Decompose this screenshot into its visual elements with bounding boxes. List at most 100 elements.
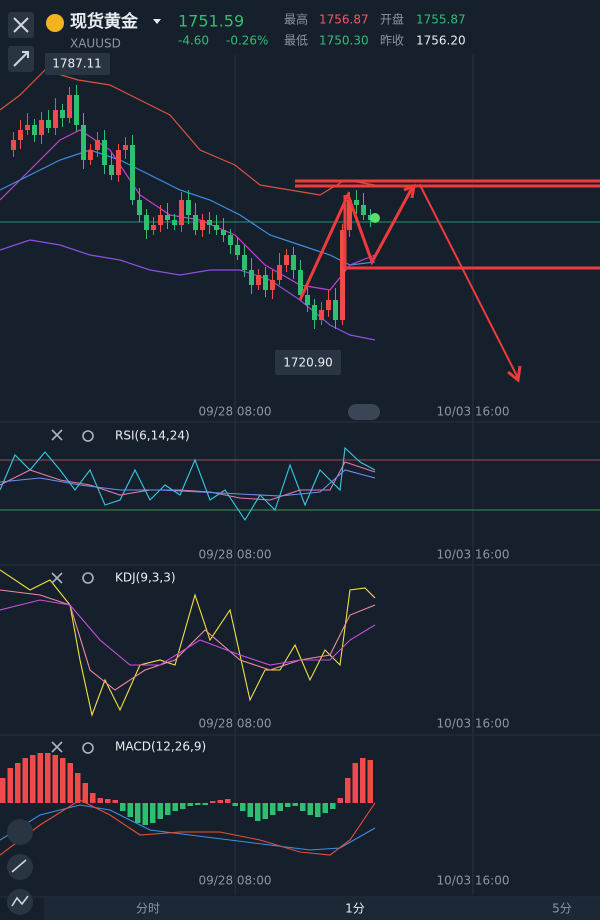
macd-bar [180,803,186,809]
x-label: 09/28 08:00 [199,874,272,888]
change: -4.60 [178,34,209,48]
candle-body [312,305,317,320]
instrument-name[interactable]: 现货黄金 [70,11,139,32]
tool-button[interactable] [7,819,33,845]
macd-bar [105,799,111,803]
macd-bar [195,803,201,805]
candle-body [116,150,121,175]
tool-icons [11,859,29,907]
tab-bar [44,898,600,920]
change-pct: -0.26% [226,34,268,48]
tool-button[interactable] [7,854,33,880]
candle-body [95,140,100,150]
macd-bar [75,773,81,803]
candle-body [228,235,233,245]
candle-body [123,145,128,150]
macd-bar [277,803,283,811]
macd-bar [337,798,343,803]
candle-body [32,125,37,135]
candle-body [11,140,16,150]
x-label: 09/28 08:00 [199,405,272,419]
candle-body [207,220,212,225]
candle-body [137,200,142,215]
candle-body [144,215,149,230]
stat-value: 1755.87 [416,13,466,27]
macd-bar [90,793,96,803]
price: 1751.59 [178,12,244,31]
candle-body [333,300,338,320]
candle-body [165,215,170,220]
indicator-name: MACD(12,26,9) [115,740,206,754]
bands [0,69,376,341]
collapse-icon [13,51,29,67]
candle-body [60,110,65,118]
macd-bar [172,803,178,811]
macd-bar [270,803,276,815]
candle-body [235,245,240,255]
gold-icon [46,14,64,32]
macd-bar [157,803,163,819]
annotations [295,179,600,383]
macd-bar [37,753,43,803]
macd-bar [187,803,193,806]
macd-bar [247,803,253,817]
macd-bar [315,803,321,817]
high-label-box [45,53,110,75]
macd-bar [30,755,36,803]
macd-bar [150,803,156,823]
stat-value: 1756.20 [416,34,466,48]
grid [0,55,600,898]
macd-bar [352,763,358,803]
macd-bar [330,803,336,809]
macd-bar [52,755,58,803]
tab[interactable]: 分时 [136,902,160,916]
x-label: 10/03 16:00 [437,548,510,562]
panel-icons[interactable] [51,429,94,754]
candle-body [249,270,254,285]
macd-bar [60,758,66,803]
candle-body [25,125,30,130]
macd-bar [127,803,133,817]
candle-body [200,220,205,230]
candle-body [151,225,156,230]
macd-bar [240,803,246,811]
macd-lines [0,799,376,856]
candle-body [158,215,163,225]
high-label: 1787.11 [52,57,102,71]
scroll-handle[interactable] [348,404,380,420]
candles [11,85,373,329]
low-label: 1720.90 [283,356,333,370]
low-label-box [275,350,341,375]
macd-bar [135,803,141,823]
candle-body [18,130,23,140]
candle-body [242,255,247,270]
kdj-lines [0,569,376,717]
candle-body [88,150,93,160]
stat-label: 昨收 [380,34,404,48]
candle-body [270,280,275,290]
tab[interactable]: 1分 [345,902,365,916]
stat-label: 最低 [284,34,308,48]
candle-body [53,110,58,128]
candle-body [214,225,219,230]
macd-bar [225,799,231,803]
candle-body [298,270,303,295]
candle-body [186,200,191,215]
tab[interactable]: 5分 [552,902,572,916]
dropdown-icon[interactable] [153,19,161,24]
candle-body [291,255,296,270]
candle-body [277,265,282,280]
macd-bar [7,768,13,803]
macd-bar [285,803,291,807]
candle-body [305,295,310,305]
candle-body [263,275,268,290]
x-label: 09/28 08:00 [199,717,272,731]
candle-body [172,220,177,225]
x-label: 10/03 16:00 [437,717,510,731]
candle-body [354,200,359,205]
macd-bar [210,801,216,803]
stat-value: 1750.30 [319,34,369,48]
x-label: 10/03 16:00 [437,405,510,419]
indicator-name: KDJ(9,3,3) [115,571,176,585]
